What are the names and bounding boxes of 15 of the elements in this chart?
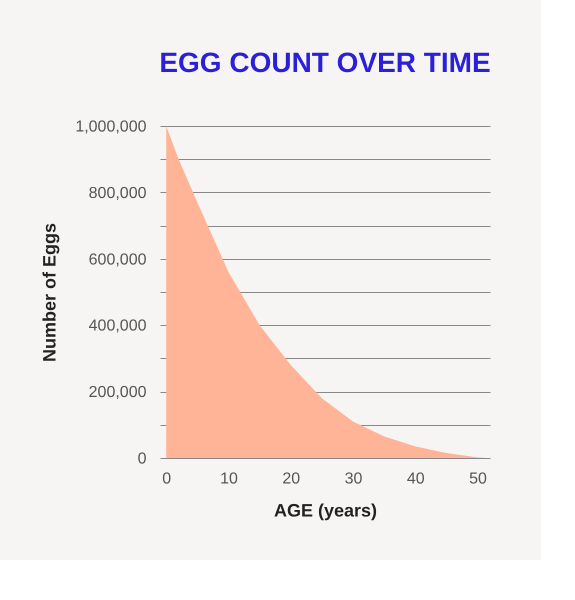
chart-title: EGG COUNT OVER TIME [159,47,491,78]
y-tick-label: 1,000,000 [75,118,147,136]
y-tick-label: 0 [138,450,147,468]
x-tick-label: 0 [162,470,172,488]
y-tick-label: 800,000 [88,184,147,202]
x-tick-label: 10 [220,470,238,488]
x-tick-label: 20 [282,470,300,488]
y-tick-label: 200,000 [88,384,147,402]
y-tick-label: 600,000 [88,251,147,268]
x-axis-title: AGE (years) [274,500,378,520]
x-tick-label: 40 [406,470,425,488]
y-tick-label: 400,000 [88,318,147,335]
x-tick-label: 30 [344,470,363,488]
y-axis-title: Number of Eggs [39,222,60,362]
x-tick-label: 50 [469,470,488,488]
